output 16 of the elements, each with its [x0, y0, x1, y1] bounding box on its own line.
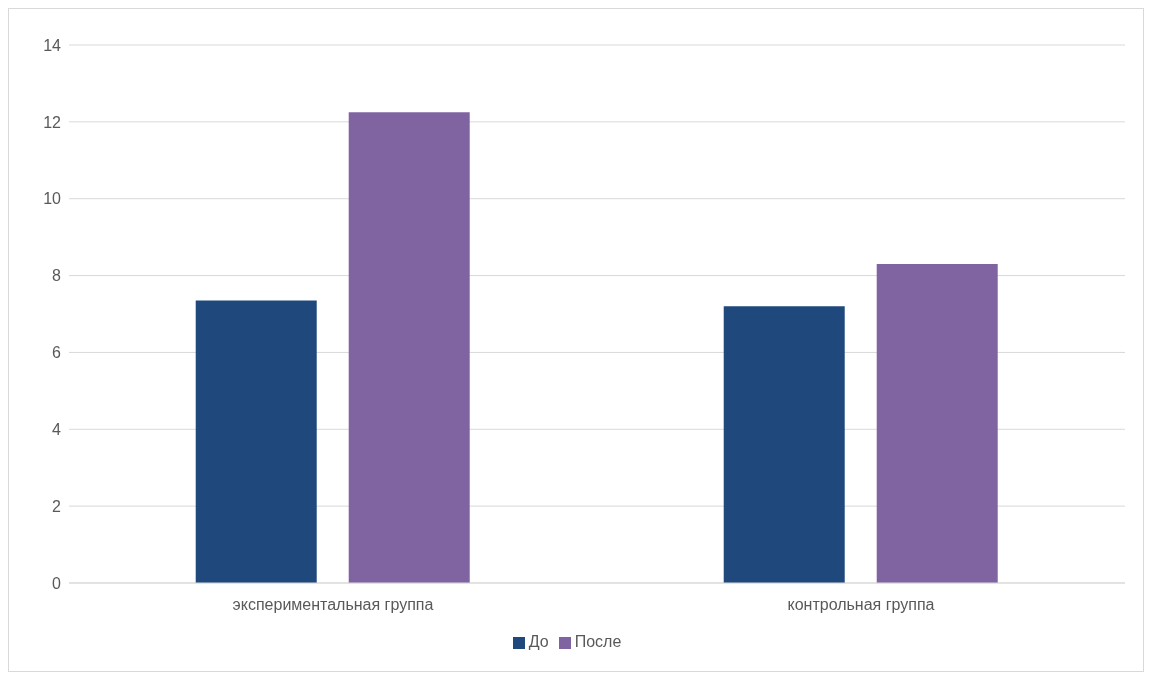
bar — [876, 264, 998, 583]
bar — [195, 300, 317, 583]
y-tick-label: 4 — [52, 420, 62, 438]
y-tick-label: 12 — [43, 113, 62, 131]
y-tick-label: 10 — [43, 190, 62, 208]
y-tick-label: 2 — [52, 497, 62, 515]
legend-label: После — [574, 633, 622, 650]
x-tick-label: контрольная группа — [787, 596, 935, 614]
x-tick-label: экспериментальная группа — [232, 596, 434, 614]
y-tick-label: 0 — [52, 574, 62, 592]
y-tick-label: 14 — [43, 36, 62, 54]
y-tick-label: 8 — [52, 267, 62, 285]
legend-label: До — [528, 633, 549, 650]
bar — [348, 112, 470, 583]
bar — [723, 306, 845, 583]
y-tick-label: 6 — [52, 344, 62, 362]
